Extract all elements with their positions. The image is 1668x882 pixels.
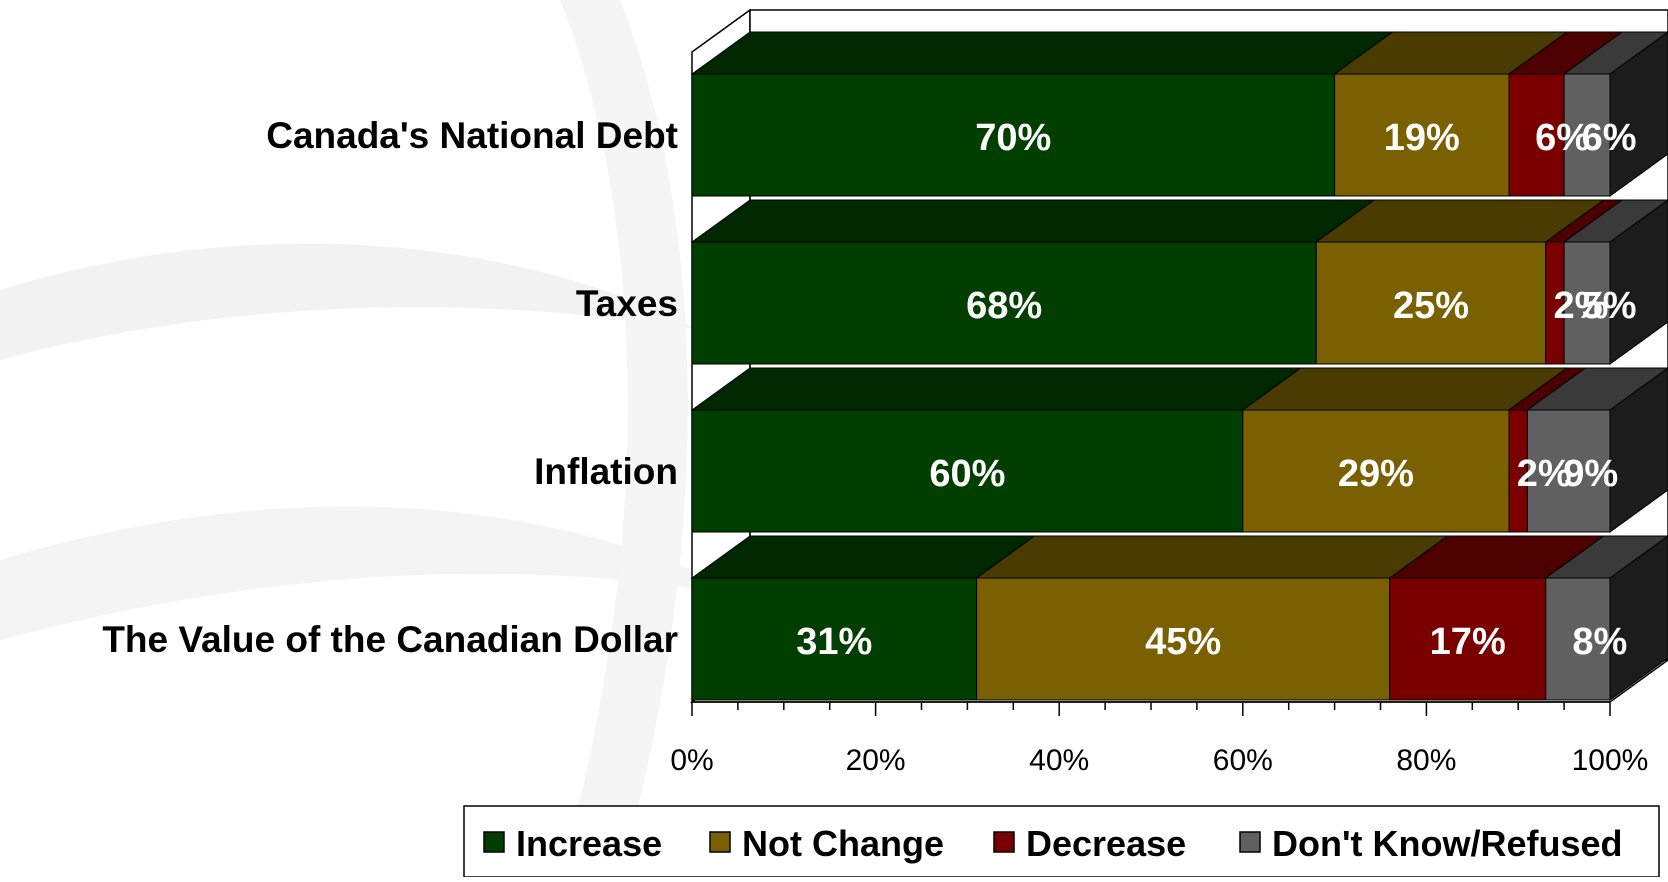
legend-label-increase: Increase — [516, 823, 662, 864]
bar-not-change-the-value-of-the-canadian-dollar — [976, 577, 1391, 701]
data-label: 29% — [1338, 453, 1414, 495]
bar-increase-canada-s-national-debt-top — [690, 31, 1395, 75]
legend-label-decrease: Decrease — [1026, 823, 1186, 864]
legend: Increase Not Change Decrease Don't Know/Ref… — [463, 805, 1660, 878]
legend-box — [463, 805, 1660, 878]
data-label: 2% — [1517, 453, 1572, 495]
x-axis: 0% 20% 40% 60% 80% 100% — [670, 701, 1649, 777]
data-label: 70% — [975, 117, 1051, 159]
bar-not-change-taxes — [1315, 241, 1547, 365]
bar-don-t-know-refused-inflation — [1526, 409, 1611, 533]
data-label: 5% — [1582, 285, 1637, 327]
bar-increase-inflation-top — [690, 367, 1303, 411]
legend-label-don-t-know-refused: Don't Know/Refused — [1272, 823, 1623, 864]
data-label: 25% — [1393, 285, 1469, 327]
bar-increase-canada-s-national-debt — [691, 73, 1336, 197]
data-label: 2% — [1553, 285, 1608, 327]
data-label: 45% — [1145, 621, 1221, 663]
legend-swatch-not-change — [709, 831, 731, 853]
background-swirl — [0, 243, 700, 360]
data-label: 9% — [1563, 453, 1618, 495]
bar-group-the-value-of-the-canadian-dollar — [690, 535, 1668, 701]
data-label: 31% — [796, 621, 872, 663]
bar-not-change-the-value-of-the-canadian-dollar-top — [975, 535, 1450, 579]
legend-swatch-increase — [483, 831, 505, 853]
bar-don-t-know-refused-canada-s-national-debt — [1563, 73, 1611, 197]
data-label: 6% — [1535, 117, 1590, 159]
x-tick-label: 20% — [846, 744, 906, 777]
data-label: 17% — [1430, 621, 1506, 663]
x-tick-label: 0% — [670, 744, 713, 777]
bar-not-change-inflation — [1242, 409, 1510, 533]
data-label: 60% — [929, 453, 1005, 495]
data-label: 8% — [1572, 621, 1627, 663]
bar-group-inflation — [690, 367, 1668, 533]
data-label: 6% — [1582, 117, 1637, 159]
bar-end-taxes — [1609, 199, 1668, 365]
x-tick-label: 40% — [1029, 744, 1089, 777]
legend-swatch-decrease — [993, 831, 1015, 853]
category-label: Inflation — [534, 451, 678, 492]
bar-decrease-the-value-of-the-canadian-dollar — [1389, 577, 1547, 701]
category-label: Taxes — [576, 283, 678, 324]
bar-end-canada-s-national-debt — [1609, 31, 1668, 197]
data-label: 19% — [1384, 117, 1460, 159]
legend-label-not-change: Not Change — [742, 823, 944, 864]
background-decoration — [0, 0, 760, 877]
bar-increase-inflation — [691, 409, 1244, 533]
data-label: 68% — [966, 285, 1042, 327]
category-label: Canada's National Debt — [266, 115, 678, 156]
bar-not-change-canada-s-national-debt — [1334, 73, 1510, 197]
category-label: The Value of the Canadian Dollar — [102, 619, 678, 660]
background-swirl — [560, 0, 688, 877]
bar-increase-taxes-top — [690, 199, 1376, 243]
x-tick-label: 100% — [1572, 744, 1649, 777]
bar-don-t-know-refused-taxes — [1563, 241, 1611, 365]
bar-group-taxes — [690, 199, 1668, 365]
bar-end-inflation — [1609, 367, 1668, 533]
bar-group-canada-s-national-debt — [690, 31, 1668, 197]
bar-increase-the-value-of-the-canadian-dollar-top — [690, 535, 1037, 579]
x-tick-label: 80% — [1396, 744, 1456, 777]
bar-increase-the-value-of-the-canadian-dollar — [691, 577, 978, 701]
category-labels: Canada's National Debt Taxes Inflation The … — [102, 115, 678, 660]
x-tick-label: 60% — [1213, 744, 1273, 777]
bars: 70% 19% 6%6%68% 25% 2%5%60% 29% 2%9%31% 45% 17% 8… — [690, 31, 1668, 701]
legend-swatch-don-t-know-refused — [1239, 831, 1261, 853]
bar-decrease-canada-s-national-debt — [1508, 73, 1565, 197]
background-swirl — [0, 506, 760, 640]
bar-end-the-value-of-the-canadian-dollar — [1609, 535, 1668, 701]
